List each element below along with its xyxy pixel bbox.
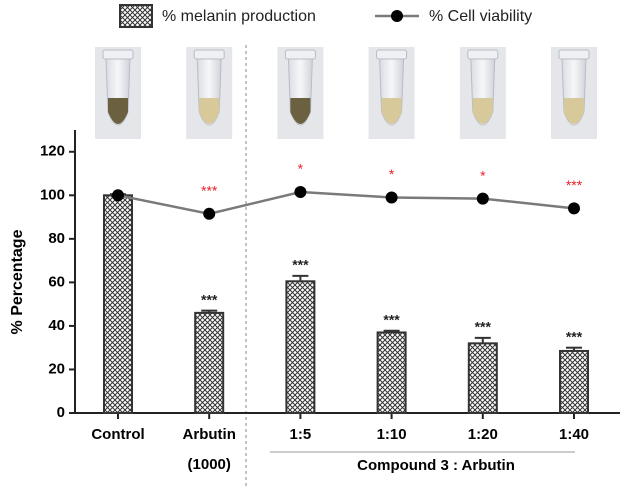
tube-liquid — [381, 98, 402, 124]
x-tick-label: 1:5 — [290, 426, 312, 443]
y-tick-label: 100 — [40, 186, 65, 203]
y-tick-label: 0 — [57, 404, 65, 421]
x-sublabel: (1000) — [188, 456, 231, 473]
tube-liquid — [472, 98, 493, 124]
x-tick-label: 1:10 — [377, 426, 407, 443]
significance: * — [298, 161, 304, 177]
tube-cap — [193, 49, 225, 60]
legend-label: % melanin production — [162, 8, 316, 25]
y-tick-label: 120 — [40, 143, 65, 160]
bar — [376, 331, 407, 415]
tube-photos — [95, 47, 597, 139]
y-tick-label: 40 — [48, 317, 65, 334]
tube-cap — [467, 49, 499, 60]
bar — [467, 342, 498, 415]
tube-liquid — [108, 98, 128, 124]
legend-label: % Cell viability — [429, 8, 532, 25]
y-axis-label: % Percentage — [9, 229, 26, 334]
bar — [103, 194, 133, 414]
tube-cap — [102, 49, 134, 60]
bar — [194, 311, 225, 414]
x-tick-label: 1:40 — [559, 426, 589, 443]
significance: *** — [201, 183, 218, 199]
x-tick-label: Control — [91, 426, 144, 443]
tube-cap — [558, 49, 590, 60]
x-tick-label: Arbutin — [183, 426, 236, 443]
y-tick-label: 80 — [48, 230, 65, 247]
point — [476, 192, 489, 205]
tube-liquid — [564, 98, 584, 124]
significance: *** — [383, 311, 400, 327]
tube-cap — [376, 49, 408, 60]
legend-swatch — [119, 4, 153, 28]
significance: *** — [566, 177, 583, 193]
tube-liquid — [199, 98, 220, 124]
y-tick-label: 60 — [48, 273, 65, 290]
point — [385, 191, 398, 204]
significance: *** — [475, 319, 492, 335]
group-label: Compound 3 : Arbutin — [357, 457, 515, 474]
point — [112, 189, 124, 202]
significance: *** — [292, 257, 309, 273]
point — [203, 207, 216, 220]
x-tick-label: 1:20 — [468, 426, 498, 443]
bar — [285, 280, 316, 414]
significance: * — [389, 166, 395, 182]
line — [117, 190, 575, 216]
bar — [559, 349, 589, 415]
tube-liquid — [290, 98, 311, 124]
significance: *** — [201, 291, 218, 307]
tube-cap — [284, 49, 316, 60]
y-tick-label: 20 — [48, 360, 65, 377]
point — [294, 186, 307, 199]
significance: *** — [566, 328, 583, 344]
point — [568, 202, 580, 215]
legend-marker — [391, 10, 403, 22]
significance: * — [480, 167, 486, 183]
